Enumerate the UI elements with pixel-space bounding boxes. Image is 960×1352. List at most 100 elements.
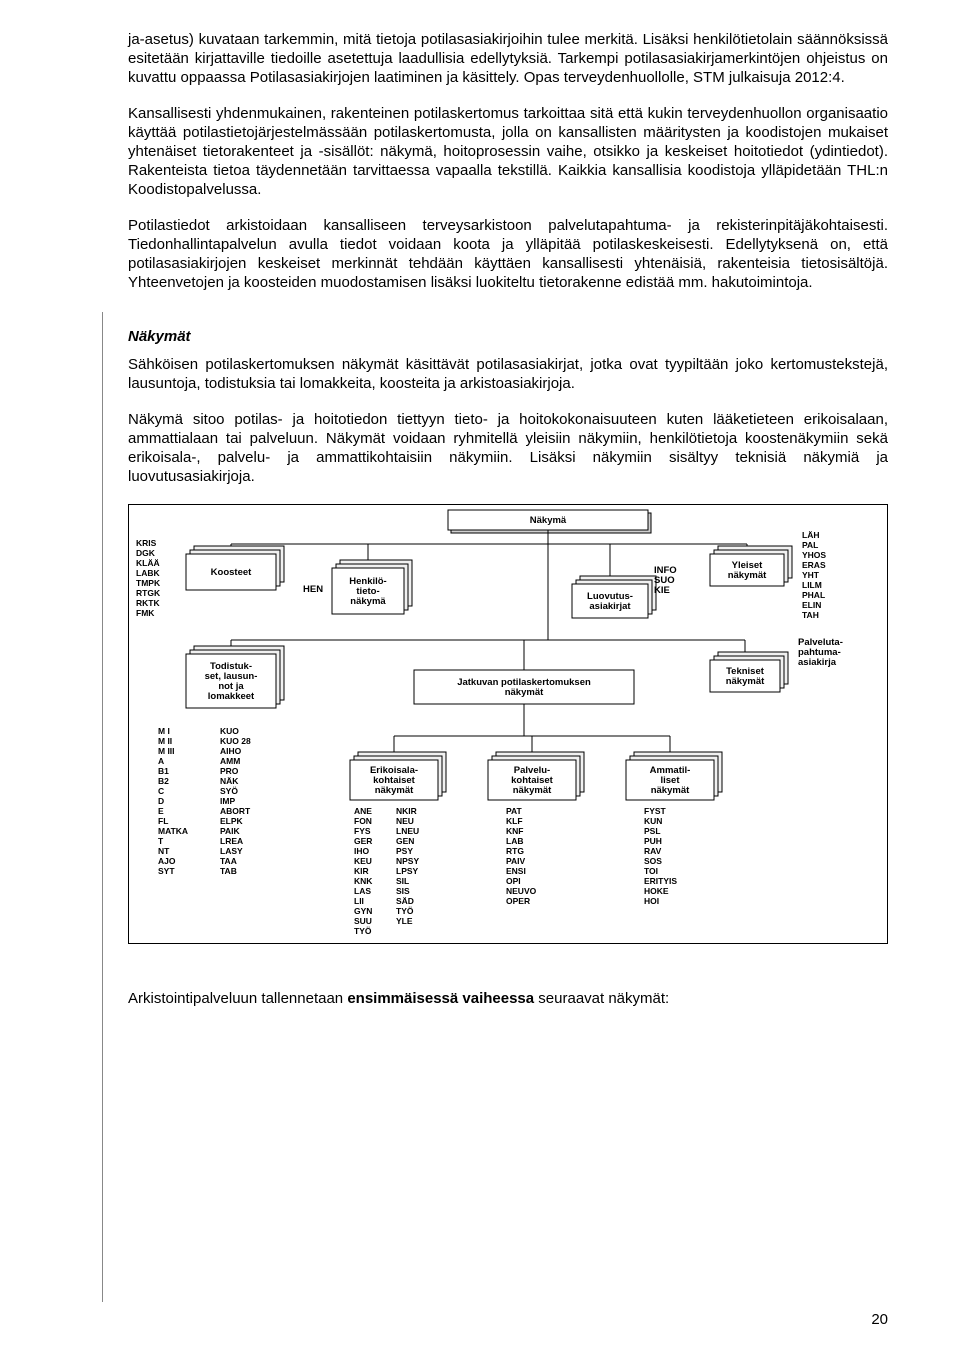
svg-text:asiakirjat: asiakirjat	[589, 601, 631, 612]
svg-text:SYÖ: SYÖ	[220, 786, 238, 796]
svg-text:KLÄÄ: KLÄÄ	[136, 558, 160, 568]
svg-text:FMK: FMK	[136, 608, 155, 618]
svg-text:DGK: DGK	[136, 548, 156, 558]
svg-text:TOI: TOI	[644, 866, 658, 876]
paragraph-1: ja-asetus) kuvataan tarkemmin, mitä tiet…	[128, 30, 888, 88]
svg-text:KLF: KLF	[506, 816, 523, 826]
svg-text:KUO 28: KUO 28	[220, 736, 251, 746]
svg-text:Koosteet: Koosteet	[211, 567, 252, 578]
svg-text:FL: FL	[158, 816, 168, 826]
svg-text:HEN: HEN	[303, 584, 323, 595]
svg-text:AMM: AMM	[220, 756, 240, 766]
svg-text:LNEU: LNEU	[396, 826, 419, 836]
svg-text:PAIK: PAIK	[220, 826, 241, 836]
svg-text:IMP: IMP	[220, 796, 235, 806]
svg-text:PAT: PAT	[506, 806, 523, 816]
svg-text:TAA: TAA	[220, 856, 237, 866]
svg-text:RKTK: RKTK	[136, 598, 160, 608]
svg-text:AIHO: AIHO	[220, 746, 242, 756]
svg-text:Näkymä: Näkymä	[530, 515, 567, 526]
svg-text:asiakirja: asiakirja	[798, 657, 837, 668]
svg-text:MATKA: MATKA	[158, 826, 188, 836]
svg-text:näkymät: näkymät	[728, 570, 767, 581]
svg-text:SIS: SIS	[396, 886, 410, 896]
svg-text:SOS: SOS	[644, 856, 662, 866]
svg-text:GER: GER	[354, 836, 372, 846]
section-heading-nakymat: Näkymät	[128, 328, 888, 345]
svg-text:OPER: OPER	[506, 896, 530, 906]
svg-text:GYN: GYN	[354, 906, 372, 916]
svg-text:YHOS: YHOS	[802, 550, 826, 560]
svg-text:FYST: FYST	[644, 806, 667, 816]
paragraph-3: Potilastiedot arkistoidaan kansalliseen …	[128, 216, 888, 293]
svg-text:E: E	[158, 806, 164, 816]
paragraph-5: Näkymä sitoo potilas- ja hoitotiedon tie…	[128, 410, 888, 487]
page-number: 20	[871, 1311, 888, 1328]
svg-text:NÄK: NÄK	[220, 776, 239, 786]
svg-text:näkymät: näkymät	[375, 785, 414, 796]
svg-text:ELPK: ELPK	[220, 816, 244, 826]
svg-text:LPSY: LPSY	[396, 866, 419, 876]
svg-text:näkymät: näkymät	[513, 785, 552, 796]
svg-text:ABORT: ABORT	[220, 806, 251, 816]
svg-text:AJO: AJO	[158, 856, 176, 866]
paragraph-2: Kansallisesti yhdenmukainen, rakenteinen…	[128, 104, 888, 200]
svg-text:PSY: PSY	[396, 846, 413, 856]
svg-text:LILM: LILM	[802, 580, 822, 590]
svg-text:näkymät: näkymät	[505, 687, 544, 698]
svg-text:TYÖ: TYÖ	[396, 906, 414, 916]
diagram-nakymat: NäkymäKoosteetHENHenkilö-tieto-näkymäLuo…	[128, 504, 888, 944]
svg-text:B2: B2	[158, 776, 169, 786]
svg-text:SÄD: SÄD	[396, 896, 414, 906]
svg-text:TAB: TAB	[220, 866, 237, 876]
svg-text:OPI: OPI	[506, 876, 521, 886]
svg-text:A: A	[158, 756, 164, 766]
svg-text:RAV: RAV	[644, 846, 662, 856]
svg-text:KNK: KNK	[354, 876, 373, 886]
svg-text:YHT: YHT	[802, 570, 820, 580]
svg-text:PSL: PSL	[644, 826, 661, 836]
svg-text:FON: FON	[354, 816, 372, 826]
svg-text:PAL: PAL	[802, 540, 818, 550]
paragraph-after-diagram: Arkistointipalveluun tallennetaan ensimm…	[128, 990, 888, 1007]
svg-text:GEN: GEN	[396, 836, 414, 846]
svg-text:ANE: ANE	[354, 806, 372, 816]
svg-text:ENSI: ENSI	[506, 866, 526, 876]
svg-text:C: C	[158, 786, 164, 796]
svg-text:T: T	[158, 836, 164, 846]
svg-text:RTGK: RTGK	[136, 588, 161, 598]
svg-text:KNF: KNF	[506, 826, 523, 836]
svg-text:LÄH: LÄH	[802, 530, 819, 540]
svg-text:M I: M I	[158, 726, 170, 736]
svg-text:näkymä: näkymä	[350, 596, 386, 607]
svg-text:KUO: KUO	[220, 726, 239, 736]
svg-text:TAH: TAH	[802, 610, 819, 620]
svg-text:lomakkeet: lomakkeet	[208, 691, 255, 702]
svg-text:TMPK: TMPK	[136, 578, 161, 588]
svg-text:NPSY: NPSY	[396, 856, 419, 866]
svg-text:D: D	[158, 796, 164, 806]
svg-text:PUH: PUH	[644, 836, 662, 846]
svg-text:IHO: IHO	[354, 846, 370, 856]
svg-text:HOKE: HOKE	[644, 886, 669, 896]
svg-text:B1: B1	[158, 766, 169, 776]
svg-text:LABK: LABK	[136, 568, 160, 578]
svg-text:ERAS: ERAS	[802, 560, 826, 570]
svg-text:NEU: NEU	[396, 816, 414, 826]
svg-text:FYS: FYS	[354, 826, 371, 836]
svg-text:NKIR: NKIR	[396, 806, 417, 816]
svg-text:SYT: SYT	[158, 866, 175, 876]
svg-text:LREA: LREA	[220, 836, 243, 846]
svg-text:RTG: RTG	[506, 846, 524, 856]
svg-text:KIR: KIR	[354, 866, 369, 876]
svg-text:ELIN: ELIN	[802, 600, 821, 610]
svg-text:näkymät: näkymät	[726, 676, 765, 687]
svg-text:HOI: HOI	[644, 896, 659, 906]
svg-text:LAB: LAB	[506, 836, 523, 846]
paragraph-4: Sähköisen potilaskertomuksen näkymät käs…	[128, 355, 888, 393]
svg-text:NEUVO: NEUVO	[506, 886, 537, 896]
svg-text:KUN: KUN	[644, 816, 662, 826]
svg-text:KIE: KIE	[654, 585, 670, 596]
svg-text:NT: NT	[158, 846, 170, 856]
svg-text:PAIV: PAIV	[506, 856, 526, 866]
